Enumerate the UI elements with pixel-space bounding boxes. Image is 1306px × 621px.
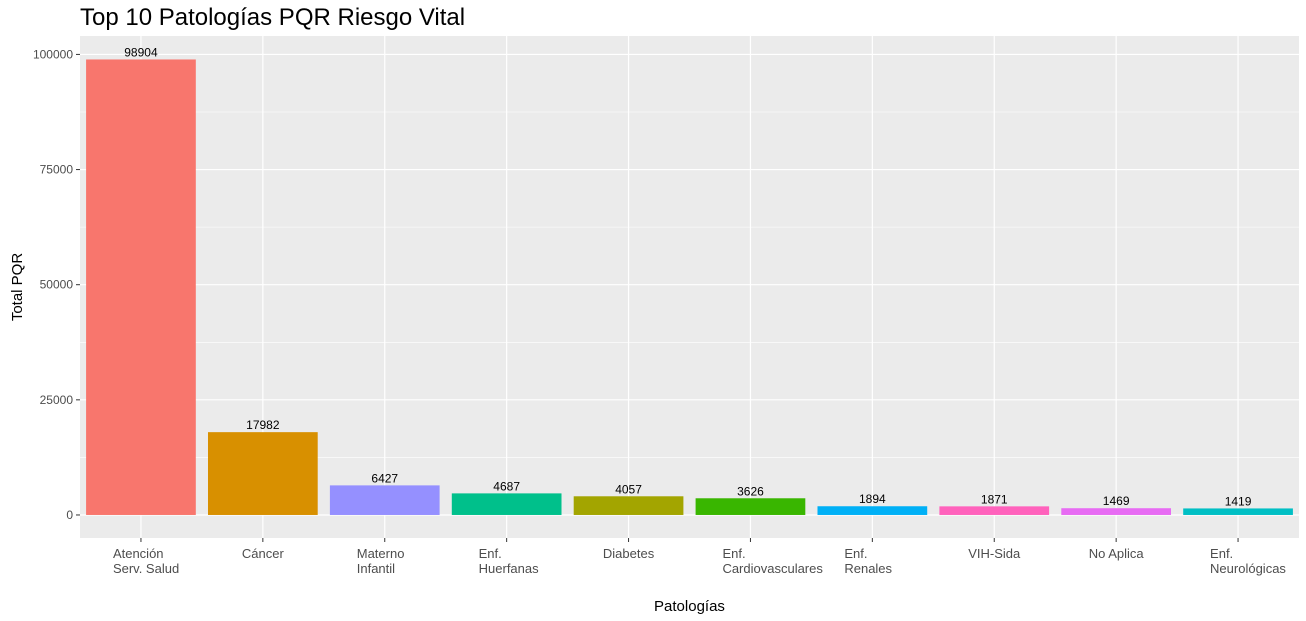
bar-value-label: 3626 xyxy=(737,484,764,498)
bar xyxy=(1183,508,1293,515)
y-tick-label: 75000 xyxy=(40,163,74,177)
bar-value-label: 1419 xyxy=(1225,494,1252,508)
x-axis: Atención Serv. Salud Cáncer Materno Infantil… xyxy=(113,538,1286,576)
bar-value-label: 4687 xyxy=(493,479,520,493)
x-tick-label: Atención Serv. Salud xyxy=(113,546,179,576)
bar xyxy=(695,498,806,515)
bar xyxy=(939,506,1050,515)
bar-value-label: 6427 xyxy=(371,471,398,485)
bar-value-label: 17982 xyxy=(246,418,280,432)
bar-value-label: 1469 xyxy=(1103,494,1130,508)
bar xyxy=(451,493,562,515)
y-axis: 0 25000 50000 75000 100000 xyxy=(33,47,80,522)
y-tick-label: 0 xyxy=(66,508,73,522)
x-tick-label: Enf. Cardiovasculares xyxy=(722,546,823,576)
x-tick-label: VIH-Sida xyxy=(968,546,1021,561)
x-tick-label: Materno Infantil xyxy=(357,546,405,576)
x-tick-label: Enf. Neurológicas xyxy=(1210,546,1286,576)
bar xyxy=(329,485,440,515)
x-tick-label: No Aplica xyxy=(1089,546,1145,561)
bar xyxy=(1061,508,1172,515)
bar xyxy=(817,506,928,515)
y-tick-label: 25000 xyxy=(40,393,74,407)
y-axis-title: Total PQR xyxy=(9,253,26,322)
y-tick-label: 100000 xyxy=(33,47,73,61)
bar-value-label: 1871 xyxy=(981,492,1008,506)
x-axis-title: Patologías xyxy=(654,598,725,615)
x-tick-label: Enf. Renales xyxy=(844,546,892,576)
x-tick-label: Diabetes xyxy=(603,546,655,561)
x-tick-label: Enf. Huerfanas xyxy=(479,546,539,576)
chart-title: Top 10 Patologías PQR Riesgo Vital xyxy=(80,4,466,31)
bar-value-labels: 98904 17982 6427 4687 4057 3626 1894 1871 1469 14… xyxy=(124,45,1251,508)
x-tick-label: Cáncer xyxy=(242,546,285,561)
bars xyxy=(86,59,1293,515)
bar xyxy=(86,59,196,515)
y-tick-label: 50000 xyxy=(40,278,74,292)
bar-value-label: 1894 xyxy=(859,492,886,506)
bar xyxy=(573,496,684,515)
bar-value-label: 98904 xyxy=(124,45,158,59)
bar-value-label: 4057 xyxy=(615,482,642,496)
bar xyxy=(207,432,318,515)
